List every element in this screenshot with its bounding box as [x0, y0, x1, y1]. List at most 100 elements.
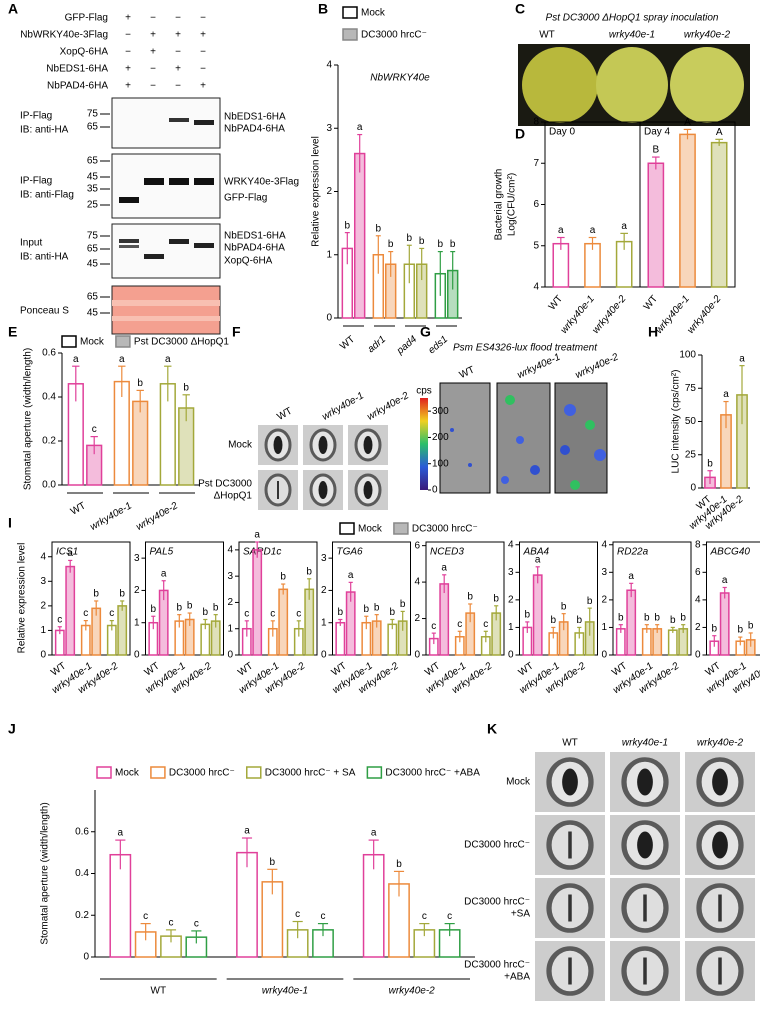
x-tick-label: wrky40e-1 [262, 986, 308, 997]
significance-letter: c [109, 608, 114, 619]
panel-label: H [648, 324, 658, 340]
band-label: XopQ-6HA [224, 256, 273, 267]
significance-letter: b [670, 615, 676, 626]
significance-letter: a [357, 122, 363, 133]
significance-letter: c [57, 614, 62, 625]
frame [145, 541, 224, 656]
significance-letter: a [118, 828, 124, 839]
y-tick-label: 6 [533, 199, 539, 210]
y-tick-label: 7 [533, 158, 539, 169]
column-label: WT [562, 738, 578, 749]
scale-tick-label: 200 [432, 432, 449, 443]
legend-swatch [115, 335, 131, 348]
y-tick-label: 0 [508, 650, 514, 661]
color-scale [420, 398, 428, 490]
y-axis-label: LUC intensity (cps/cm²) [671, 370, 682, 474]
sign: − [125, 47, 131, 58]
significance-letter: a [244, 826, 250, 837]
y-tick-label: 1 [321, 617, 327, 628]
legend-swatch [150, 766, 166, 779]
chart-title: TGA6 [337, 547, 364, 558]
significance-letter: b [388, 239, 394, 250]
bar [252, 549, 263, 656]
panel-title: Psm ES4326-lux flood treatment [453, 343, 598, 354]
significance-letter: A [684, 117, 691, 128]
significance-letter: a [441, 562, 447, 573]
stomata-image [535, 878, 605, 938]
y-tick-label: 4 [533, 282, 539, 293]
significance-letter: a [590, 225, 596, 236]
significance-letter: c [321, 911, 326, 922]
panel-label: F [232, 324, 241, 340]
significance-letter: a [371, 828, 377, 839]
blot-label: IB: anti-Flag [20, 190, 74, 201]
legend-label: DC3000 hrcC⁻ [361, 30, 427, 41]
significance-letter: c [457, 619, 462, 630]
y-axis-label: Stomatal aperture (width/length) [40, 802, 51, 944]
significance-letter: a [722, 575, 728, 586]
significance-letter: c [194, 919, 199, 930]
significance-letter: b [438, 239, 444, 250]
mw-marker: 35 [87, 184, 99, 195]
significance-letter: b [407, 233, 413, 244]
significance-letter: c [143, 911, 148, 922]
sign: − [150, 64, 156, 75]
bar [710, 141, 728, 288]
significance-letter: b [738, 625, 744, 636]
significance-letter: a [739, 353, 745, 364]
y-tick-label: 0 [321, 650, 327, 661]
significance-letter: b [93, 589, 99, 600]
mw-marker: 45 [87, 172, 99, 183]
mw-marker: 45 [87, 308, 99, 319]
significance-letter: c [270, 608, 275, 619]
significance-letter: b [137, 378, 143, 389]
significance-letter: b [654, 612, 660, 623]
significance-letter: b [177, 602, 183, 613]
significance-letter: a [119, 354, 125, 365]
significance-letter: b [419, 236, 425, 247]
y-tick-label: 4 [508, 539, 514, 550]
blot-label: IP-Flag [20, 111, 52, 122]
significance-letter: c [483, 619, 488, 630]
y-tick-label: 0.6 [75, 826, 89, 837]
legend-swatch [342, 6, 358, 19]
row-label: Mock [506, 777, 531, 788]
bar [132, 400, 149, 486]
y-tick-label: 3 [508, 567, 514, 578]
scale-tick-label: 100 [432, 458, 449, 469]
y-tick-label: 0 [690, 483, 696, 494]
y-tick-label: 50 [685, 416, 697, 427]
bar [278, 588, 289, 656]
mw-marker: 65 [87, 122, 99, 133]
band-label: NbPAD4-6HA [224, 124, 285, 135]
scale-tick-label: 300 [432, 406, 449, 417]
blot-label: IB: anti-HA [20, 252, 69, 263]
y-tick-label: 0 [326, 313, 332, 324]
legend-swatch [96, 766, 112, 779]
y-tick-label: 0.6 [42, 348, 56, 359]
y-tick-label: 8 [533, 117, 539, 128]
significance-letter: A [716, 127, 723, 138]
y-tick-label: 2 [134, 585, 140, 596]
stomata-image [685, 752, 755, 812]
row-label: NbPAD4-6HA [47, 81, 108, 92]
chart-title: SARD1c [243, 547, 281, 558]
significance-letter: b [364, 604, 370, 615]
y-tick-label: 3 [40, 576, 46, 587]
y-tick-label: 100 [679, 350, 696, 361]
chart-title: RD22a [617, 547, 649, 558]
significance-letter: b [748, 621, 754, 632]
significance-letter: c [244, 608, 249, 619]
significance-letter: a [73, 354, 79, 365]
y-tick-label: 0.0 [42, 480, 56, 491]
band-label: GFP-Flag [224, 193, 267, 204]
significance-letter: a [165, 354, 171, 365]
y-tick-label: 3 [321, 553, 327, 564]
y-tick-label: 6 [414, 540, 420, 551]
frame [51, 541, 131, 656]
frame [425, 541, 505, 656]
significance-letter: b [187, 601, 193, 612]
significance-letter: c [447, 911, 452, 922]
bar [117, 605, 128, 656]
y-tick-label: 4 [601, 539, 607, 550]
